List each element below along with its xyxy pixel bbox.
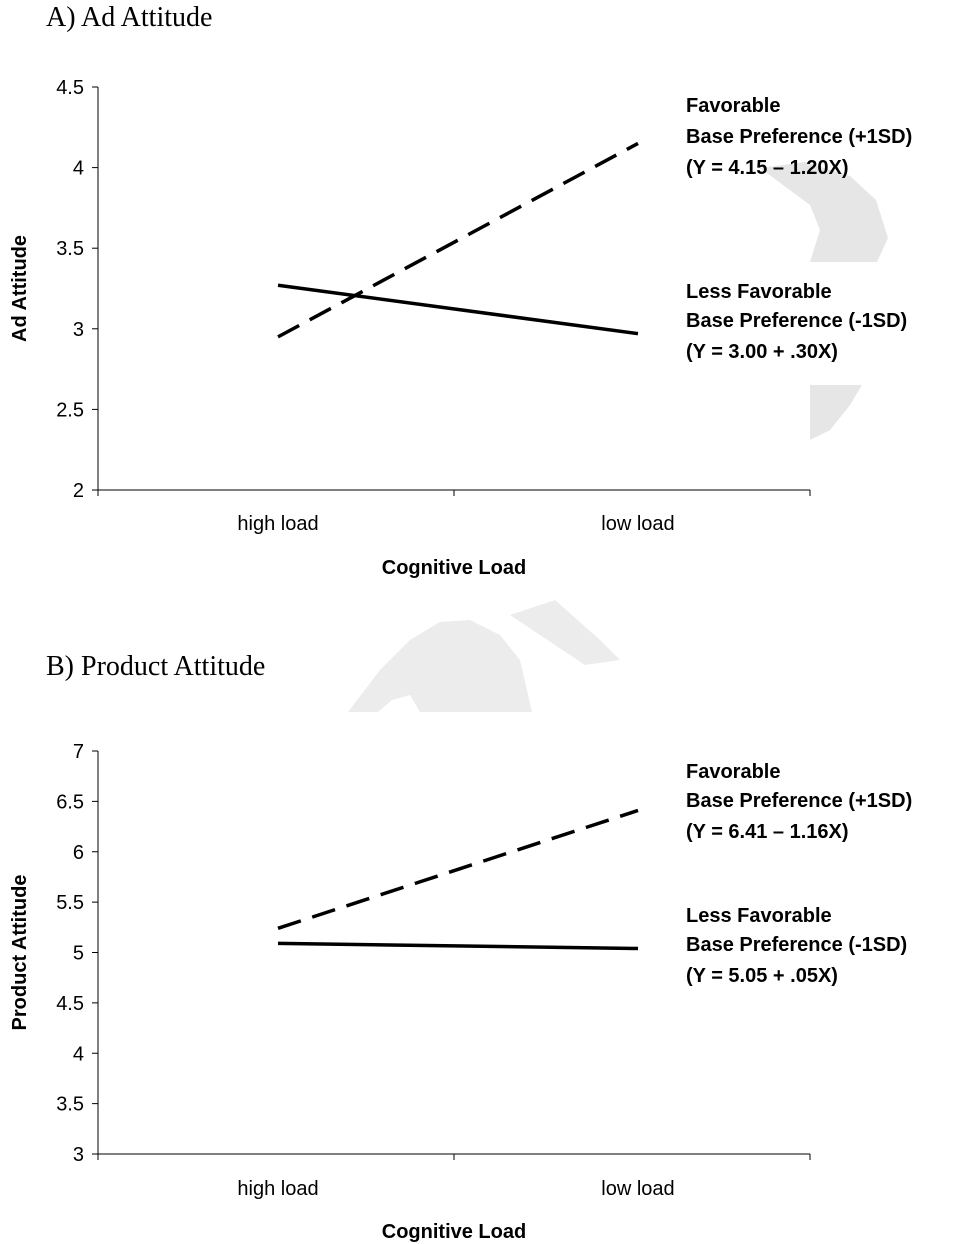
series-line-less-favorable xyxy=(277,283,639,336)
y-tick-label: 4 xyxy=(73,158,84,180)
series-annotation: Less Favorable xyxy=(686,905,832,927)
y-tick-label: 3 xyxy=(73,1144,84,1166)
x-axis-title: Cognitive Load xyxy=(382,557,526,579)
x-tick-label: low load xyxy=(601,513,674,535)
series-annotation: Favorable xyxy=(686,761,780,783)
y-tick-label: 5.5 xyxy=(56,892,84,914)
y-tick-label: 3 xyxy=(73,319,84,341)
y-axis-title: Ad Attitude xyxy=(9,235,31,342)
watermark-arc-right xyxy=(810,385,862,440)
panel-b-title: B) Product Attitude xyxy=(46,651,266,682)
y-tick-label: 6 xyxy=(73,842,84,864)
series-annotation: (Y = 3.00 + .30X) xyxy=(686,341,838,363)
y-tick-label: 4 xyxy=(73,1043,84,1065)
y-tick-label: 6.5 xyxy=(56,791,84,813)
y-tick-label: 2 xyxy=(73,480,84,502)
x-tick-label: high load xyxy=(237,1178,318,1200)
series-annotation: (Y = 5.05 + .05X) xyxy=(686,965,838,987)
series-annotation: Less Favorable xyxy=(686,281,832,303)
x-tick-label: high load xyxy=(237,513,318,535)
series-annotation: Base Preference (-1SD) xyxy=(686,310,907,332)
y-tick-label: 7 xyxy=(73,741,84,763)
series-line-favorable xyxy=(277,141,639,339)
series-line-less-favorable xyxy=(277,941,639,951)
x-tick-label: low load xyxy=(601,1178,674,1200)
y-tick-label: 4.5 xyxy=(56,993,84,1015)
series-annotation: (Y = 4.15 – 1.20X) xyxy=(686,157,849,179)
series-annotation: (Y = 6.41 – 1.16X) xyxy=(686,821,849,843)
watermark-stroke-lower xyxy=(510,600,620,665)
watermark-arc-lower xyxy=(348,620,532,712)
panel-a-title: A) Ad Attitude xyxy=(46,2,213,33)
y-tick-label: 4.5 xyxy=(56,77,84,99)
watermark-arc-upper xyxy=(760,162,888,262)
y-axis-title: Product Attitude xyxy=(9,875,31,1031)
x-axis-title: Cognitive Load xyxy=(382,1221,526,1243)
series-line-favorable xyxy=(277,808,639,930)
y-tick-label: 5 xyxy=(73,943,84,965)
series-annotation: Favorable xyxy=(686,95,780,117)
y-tick-label: 3.5 xyxy=(56,1094,84,1116)
series-annotation: Base Preference (+1SD) xyxy=(686,790,912,812)
y-tick-label: 3.5 xyxy=(56,238,84,260)
series-annotation: Base Preference (-1SD) xyxy=(686,934,907,956)
series-annotation: Base Preference (+1SD) xyxy=(686,126,912,148)
y-tick-label: 2.5 xyxy=(56,399,84,421)
